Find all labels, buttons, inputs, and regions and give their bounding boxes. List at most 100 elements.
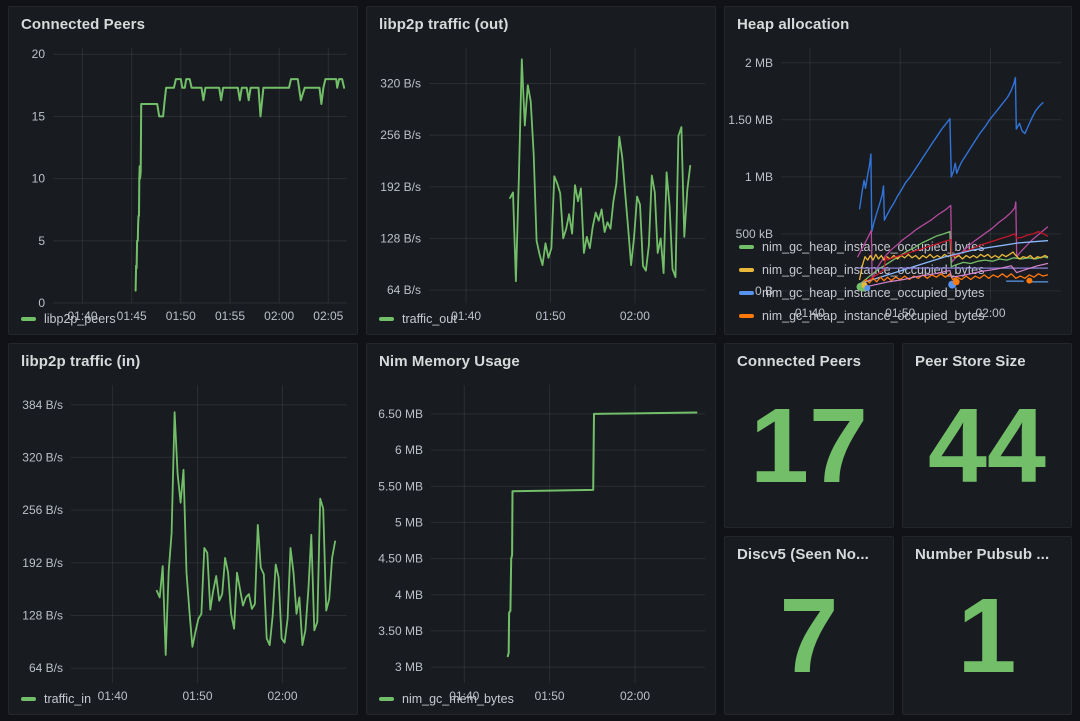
panel-title[interactable]: Connected Peers xyxy=(737,353,862,370)
svg-text:256 B/s: 256 B/s xyxy=(22,503,63,517)
nim-memory-usage-legend: nim_gc_mem_bytes xyxy=(367,689,715,714)
svg-text:0: 0 xyxy=(38,296,45,310)
legend-item[interactable]: traffic_out xyxy=(379,311,457,327)
legend-label: nim_gc_heap_instance_occupied_bytes xyxy=(762,286,985,300)
svg-text:10: 10 xyxy=(32,172,46,186)
svg-text:15: 15 xyxy=(32,109,46,123)
legend-color-swatch xyxy=(379,317,394,321)
legend-item[interactable]: nim_gc_heap_instance_occupied_bytes xyxy=(739,262,984,278)
svg-text:01:40: 01:40 xyxy=(451,309,481,323)
stat-panel-discv5-seen-nodes: Discv5 (Seen No... 7 xyxy=(724,536,894,715)
legend-color-swatch xyxy=(739,314,754,318)
svg-text:0 B: 0 B xyxy=(755,284,773,298)
svg-text:1.50 MB: 1.50 MB xyxy=(728,113,773,127)
libp2p-traffic-in-legend: traffic_in xyxy=(9,689,357,714)
legend-item[interactable]: traffic_in xyxy=(21,691,91,707)
svg-text:02:00: 02:00 xyxy=(975,306,1005,320)
panel-title[interactable]: Nim Memory Usage xyxy=(379,353,520,370)
heap-allocation-legend: nim_gc_heap_instance_occupied_bytes nim_g… xyxy=(725,237,1071,334)
svg-text:01:50: 01:50 xyxy=(535,309,565,323)
svg-text:64 B/s: 64 B/s xyxy=(29,661,63,675)
svg-text:6 MB: 6 MB xyxy=(395,443,423,457)
legend-color-swatch xyxy=(379,697,394,701)
svg-text:01:50: 01:50 xyxy=(182,689,212,703)
svg-text:02:00: 02:00 xyxy=(264,309,294,323)
svg-text:6.50 MB: 6.50 MB xyxy=(378,407,423,421)
legend-color-swatch xyxy=(21,697,36,701)
svg-text:01:40: 01:40 xyxy=(449,689,479,703)
stat-value-peer-store-size: 44 xyxy=(928,387,1046,506)
stat-panel-connected-peers: Connected Peers 17 xyxy=(724,343,894,528)
legend-label: nim_gc_heap_instance_occupied_bytes xyxy=(762,309,985,323)
legend-label: nim_gc_heap_instance_occupied_bytes xyxy=(762,263,985,277)
legend-color-swatch xyxy=(739,291,754,295)
legend-color-swatch xyxy=(739,245,754,249)
legend-item[interactable]: nim_gc_heap_instance_occupied_bytes xyxy=(739,239,984,255)
panel-libp2p-traffic-out: libp2p traffic (out) 01:40 01:50 02:00 64 B… xyxy=(366,6,716,335)
svg-text:4.50 MB: 4.50 MB xyxy=(378,552,423,566)
legend-item[interactable]: nim_gc_mem_bytes xyxy=(379,691,514,707)
libp2p-traffic-in-chart[interactable]: 01:40 01:50 02:00 64 B/s 128 B/s 192 B/s 256 B… xyxy=(9,377,357,703)
svg-text:192 B/s: 192 B/s xyxy=(380,180,421,194)
panel-title[interactable]: Heap allocation xyxy=(737,16,850,33)
svg-text:4 MB: 4 MB xyxy=(395,588,423,602)
svg-text:3 MB: 3 MB xyxy=(395,660,423,674)
svg-text:320 B/s: 320 B/s xyxy=(22,450,63,464)
svg-text:5: 5 xyxy=(38,234,45,248)
svg-text:256 B/s: 256 B/s xyxy=(380,128,421,142)
libp2p-traffic-out-legend: traffic_out xyxy=(367,309,715,334)
svg-text:01:55: 01:55 xyxy=(215,309,245,323)
panel-heap-allocation: Heap allocation 01:40 01:50 02:00 0 B 500 kB… xyxy=(724,6,1072,335)
svg-text:1 MB: 1 MB xyxy=(745,170,773,184)
legend-item[interactable]: libp2p_peers xyxy=(21,311,116,327)
stat-panel-number-pubsub-topics: Number Pubsub ... 1 xyxy=(902,536,1072,715)
stat-value-number-pubsub-topics: 1 xyxy=(957,577,1017,696)
stat-value-discv5-seen-nodes: 7 xyxy=(779,577,839,696)
connected-peers-legend: libp2p_peers xyxy=(9,309,357,334)
legend-item[interactable]: nim_gc_heap_instance_occupied_bytes xyxy=(739,285,984,301)
svg-text:3.50 MB: 3.50 MB xyxy=(378,624,423,638)
svg-text:20: 20 xyxy=(32,47,46,61)
svg-text:192 B/s: 192 B/s xyxy=(22,556,63,570)
svg-text:01:40: 01:40 xyxy=(67,309,97,323)
panel-nim-memory-usage: Nim Memory Usage 01:40 01:50 02:00 3 MB 3.50… xyxy=(366,343,716,715)
legend-label: nim_gc_heap_instance_occupied_bytes xyxy=(762,240,985,254)
panel-title[interactable]: Peer Store Size xyxy=(915,353,1026,370)
svg-text:128 B/s: 128 B/s xyxy=(380,231,421,245)
svg-text:5 MB: 5 MB xyxy=(395,515,423,529)
panel-title[interactable]: Discv5 (Seen No... xyxy=(737,546,869,563)
legend-label: nim_gc_mem_bytes xyxy=(402,692,514,706)
svg-text:384 B/s: 384 B/s xyxy=(22,398,63,412)
legend-label: traffic_in xyxy=(44,692,92,706)
svg-text:320 B/s: 320 B/s xyxy=(380,77,421,91)
legend-label: libp2p_peers xyxy=(44,312,116,326)
libp2p-traffic-out-chart[interactable]: 01:40 01:50 02:00 64 B/s 128 B/s 192 B/s 256 B… xyxy=(367,40,715,323)
panel-title[interactable]: libp2p traffic (in) xyxy=(21,353,141,370)
svg-text:01:50: 01:50 xyxy=(166,309,196,323)
svg-text:128 B/s: 128 B/s xyxy=(22,609,63,623)
svg-text:02:05: 02:05 xyxy=(313,309,343,323)
svg-text:02:00: 02:00 xyxy=(620,309,650,323)
connected-peers-chart[interactable]: 01:40 01:45 01:50 01:55 02:00 02:05 0 5 10 15 20 xyxy=(9,40,357,323)
svg-text:5.50 MB: 5.50 MB xyxy=(378,479,423,493)
legend-color-swatch xyxy=(739,268,754,272)
legend-color-swatch xyxy=(21,317,36,321)
svg-text:2 MB: 2 MB xyxy=(745,56,773,70)
svg-text:64 B/s: 64 B/s xyxy=(387,283,421,297)
panel-title[interactable]: libp2p traffic (out) xyxy=(379,16,509,33)
nim-memory-usage-chart[interactable]: 01:40 01:50 02:00 3 MB 3.50 MB 4 MB 4.50 MB 5 M… xyxy=(367,377,715,703)
svg-text:01:50: 01:50 xyxy=(535,689,565,703)
legend-item[interactable]: nim_gc_heap_instance_occupied_bytes xyxy=(739,308,984,324)
panel-libp2p-traffic-in: libp2p traffic (in) 01:40 01:50 02:00 64 B/… xyxy=(8,343,358,715)
svg-text:02:00: 02:00 xyxy=(620,689,650,703)
heap-allocation-chart[interactable]: 01:40 01:50 02:00 0 B 500 kB 1 MB 1.50 MB 2 MB xyxy=(725,40,1071,320)
stat-value-connected-peers: 17 xyxy=(750,387,868,506)
stat-panel-peer-store-size: Peer Store Size 44 xyxy=(902,343,1072,528)
svg-text:01:40: 01:40 xyxy=(795,306,825,320)
svg-text:01:40: 01:40 xyxy=(98,689,128,703)
panel-title[interactable]: Connected Peers xyxy=(21,16,146,33)
svg-text:500 kB: 500 kB xyxy=(736,227,773,241)
panel-connected-peers-graph: Connected Peers 01:40 01:45 01:50 01:55 02:0… xyxy=(8,6,358,335)
svg-text:01:45: 01:45 xyxy=(117,309,147,323)
panel-title[interactable]: Number Pubsub ... xyxy=(915,546,1050,563)
